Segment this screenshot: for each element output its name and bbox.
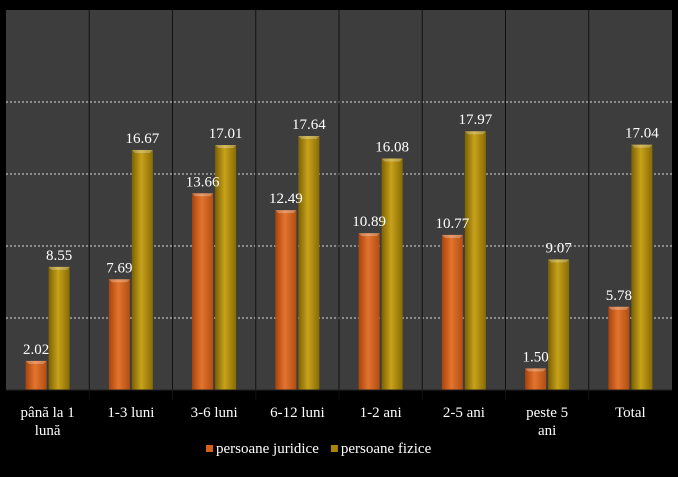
category-label: peste 5: [526, 405, 568, 421]
bar-juridice: [608, 306, 630, 390]
bar-bevel: [381, 158, 403, 162]
data-label: 7.69: [106, 260, 132, 276]
bar-juridice: [275, 210, 297, 390]
bar-bevel: [25, 360, 47, 364]
bar-fizice: [131, 149, 153, 390]
bar-bevel: [298, 135, 320, 139]
bar-fizice: [381, 158, 403, 390]
data-label: 1.50: [523, 349, 549, 365]
bar-juridice: [25, 360, 47, 390]
bar-bevel: [48, 266, 70, 270]
bar-juridice: [525, 368, 547, 390]
bar-bevel: [441, 234, 463, 238]
bar-bevel: [215, 145, 237, 149]
gridlines: [6, 10, 672, 400]
data-label: 2.02: [23, 342, 49, 358]
legend: persoane juridice persoane fizice: [206, 441, 432, 457]
bar-fizice: [48, 266, 70, 390]
bar-bevel: [275, 210, 297, 214]
bar-bevel: [608, 306, 630, 310]
bar-juridice: [441, 234, 463, 390]
data-label: 10.77: [436, 216, 470, 232]
category-label: 2-5 ani: [443, 405, 485, 421]
category-label: Total: [615, 405, 646, 421]
data-label: 10.89: [352, 214, 386, 230]
data-label: 16.67: [126, 131, 160, 147]
bar-bevel: [131, 149, 153, 153]
category-label: ani: [538, 423, 556, 439]
category-label: 1-3 luni: [107, 405, 154, 421]
data-label: 16.08: [375, 139, 409, 155]
bar-juridice: [192, 193, 214, 390]
bar-fizice: [548, 259, 570, 390]
category-label: 1-2 ani: [360, 405, 402, 421]
category-label: 3-6 luni: [191, 405, 238, 421]
bar-fizice: [215, 145, 237, 390]
bar-juridice: [108, 279, 130, 390]
bar-bevel: [548, 259, 570, 263]
legend-label: persoane juridice: [216, 441, 319, 457]
bar-juridice: [358, 233, 380, 390]
bar-fizice: [631, 144, 653, 390]
bar-bevel: [631, 144, 653, 148]
data-label: 17.04: [625, 126, 659, 142]
x-axis: până la 1 lună 1-3 luni 3-6 luni 6-12 luni 1-…: [6, 389, 672, 439]
data-label: 17.64: [292, 117, 326, 133]
bar-fizice: [464, 131, 486, 390]
legend-label: persoane fizice: [341, 441, 432, 457]
data-label: 9.07: [546, 240, 573, 256]
category-label: lună: [35, 423, 61, 439]
bar-fizice: [298, 135, 320, 390]
data-label: 12.49: [269, 191, 303, 207]
data-label: 13.66: [186, 174, 220, 190]
bar-bevel: [192, 193, 214, 197]
data-label: 8.55: [46, 248, 72, 264]
legend-swatch: [330, 445, 338, 452]
legend-swatch: [206, 445, 213, 452]
bar-bevel: [525, 368, 547, 372]
category-label: 6-12 luni: [270, 405, 325, 421]
bar-bevel: [358, 233, 380, 237]
data-label: 5.78: [606, 288, 632, 304]
data-labels: 2.02 7.69 13.66 12.49 10.89 10.77 1.50 5.78 8.55…: [23, 112, 659, 365]
data-label: 17.97: [459, 112, 493, 128]
bar-bevel: [464, 131, 486, 135]
data-label: 17.01: [209, 126, 243, 142]
bars: [25, 131, 653, 390]
bar-bevel: [108, 279, 130, 283]
category-label: până la 1: [21, 405, 75, 421]
